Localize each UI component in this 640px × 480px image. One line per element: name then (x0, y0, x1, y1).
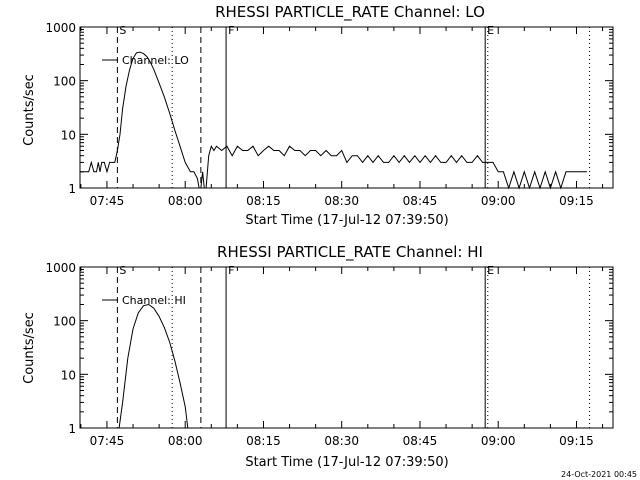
y-axis-label-lo: Counts/sec (22, 74, 37, 146)
x-tick-label-lo: 08:00 (168, 194, 203, 208)
y-tick-label-hi: 10 (61, 368, 76, 382)
x-tick-label-lo: 08:30 (324, 194, 359, 208)
x-tick-label-hi: 08:30 (324, 434, 359, 448)
y-tick-label-lo: 100 (53, 75, 76, 89)
chart-title-lo: RHESSI PARTICLE_RATE Channel: LO (215, 3, 485, 22)
y-tick-label-lo: 1000 (45, 21, 76, 35)
event-marker-label-lo: E (487, 24, 494, 37)
legend-label-hi: Channel: HI (122, 294, 186, 307)
x-tick-label-lo: 09:00 (481, 194, 516, 208)
x-tick-label-lo: 08:15 (246, 194, 281, 208)
x-tick-label-lo: 07:45 (90, 194, 125, 208)
panel-hi: RHESSI PARTICLE_RATE Channel: HI Start T… (22, 243, 614, 470)
series-line-lo (80, 51, 587, 190)
x-tick-label-hi: 08:15 (246, 434, 281, 448)
x-tick-label-hi: 08:00 (168, 434, 203, 448)
event-marker-label-lo: F (228, 24, 234, 37)
y-axis-label-hi: Counts/sec (22, 312, 37, 384)
series-line-hi (118, 303, 189, 429)
x-tick-label-lo: 08:45 (403, 194, 438, 208)
event-marker-label-hi: E (487, 264, 494, 277)
x-tick-label-hi: 07:45 (90, 434, 125, 448)
footer-timestamp: 24-Oct-2021 00:45 (561, 470, 637, 479)
x-tick-label-lo: 09:15 (559, 194, 594, 208)
event-marker-label-lo: S (119, 24, 126, 37)
plot-frame-lo (79, 26, 614, 189)
legend-label-lo: Channel: LO (122, 54, 189, 67)
y-tick-label-hi: 100 (53, 315, 76, 329)
plot-frame-hi (79, 266, 614, 429)
x-axis-label-hi: Start Time (17-Jul-12 07:39:50) (245, 455, 448, 470)
x-axis-label-lo: Start Time (17-Jul-12 07:39:50) (245, 213, 448, 228)
y-tick-label-lo: 1 (68, 182, 76, 196)
y-tick-label-hi: 1 (68, 422, 76, 436)
x-tick-label-hi: 08:45 (403, 434, 438, 448)
chart-title-hi: RHESSI PARTICLE_RATE Channel: HI (217, 243, 483, 262)
x-tick-label-hi: 09:00 (481, 434, 516, 448)
event-marker-label-hi: S (119, 264, 126, 277)
panel-lo: RHESSI PARTICLE_RATE Channel: LO Start T… (22, 3, 614, 228)
y-tick-label-lo: 10 (61, 128, 76, 142)
x-tick-label-hi: 09:15 (559, 434, 594, 448)
y-tick-label-hi: 1000 (45, 261, 76, 275)
event-marker-label-hi: F (228, 264, 234, 277)
